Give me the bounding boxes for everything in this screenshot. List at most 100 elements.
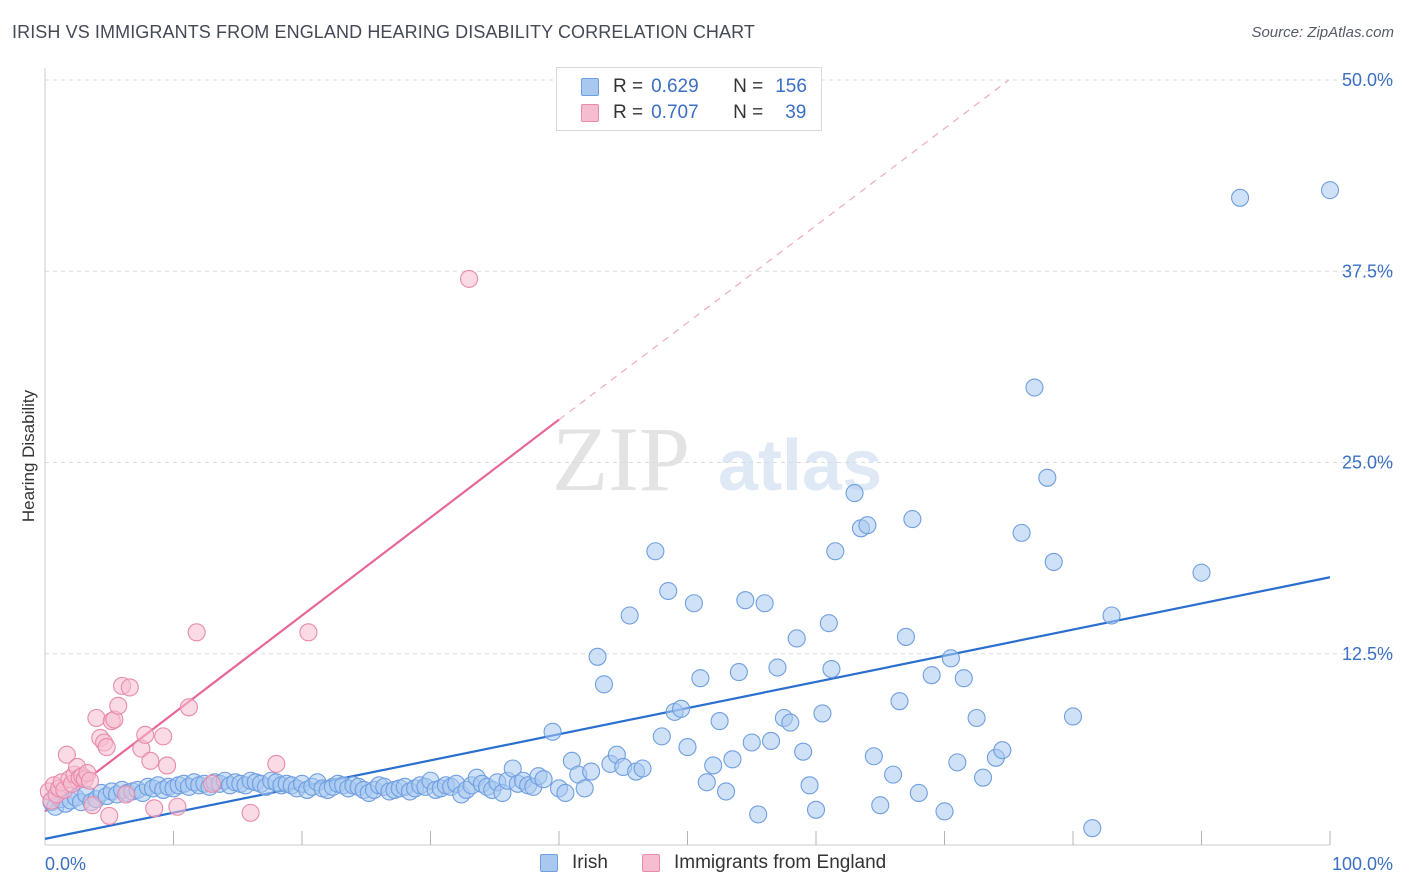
point-irish [1025,378,1044,397]
y-axis-label: Hearing Disability [19,389,38,522]
legend-swatch-england [642,854,660,872]
point-irish [806,800,826,819]
point-irish [794,742,813,761]
n-value: 39 [785,102,807,123]
point-england [141,751,160,770]
point-irish [967,708,986,728]
point-irish [864,747,883,766]
point-irish [922,666,941,685]
point-irish [787,629,806,648]
point-irish [813,704,832,723]
point-irish [973,768,993,787]
point-irish [1012,523,1031,542]
point-england [203,774,222,793]
point-irish [1231,188,1250,207]
x-tick-label: 100.0% [1332,854,1393,874]
point-irish [620,606,639,625]
point-irish [845,484,864,503]
point-irish [755,594,774,613]
point-irish [1038,468,1057,487]
r-value: 0.707 [651,102,699,123]
point-irish [697,773,716,792]
point-irish [633,759,652,778]
point-england [145,799,164,818]
legend-swatch-england [581,104,599,122]
tick-labels: 12.5% 25.0% 37.5% 50.0% 0.0% 100.0% [45,70,1393,874]
n-value: 156 [775,76,807,97]
point-irish [749,805,768,824]
point-irish [684,594,703,613]
point-irish [704,756,723,775]
legend-label-england: Immigrants from England [674,852,887,873]
point-irish [729,663,748,682]
n-label: N = [733,102,764,123]
point-irish [884,765,903,784]
point-irish [1063,707,1083,726]
y-tick-label: 25.0% [1342,453,1393,473]
point-irish [948,753,967,772]
r-label: R = [613,76,644,97]
point-irish [1102,606,1121,625]
point-england [109,696,128,715]
point-england [241,803,260,822]
point-irish [761,731,781,751]
axes [44,68,1331,846]
point-england [299,623,318,642]
legend-swatch-irish [540,854,558,872]
point-irish [678,738,697,757]
point-england [100,806,119,825]
point-england [154,727,173,746]
point-irish [588,647,607,666]
point-irish [659,581,678,601]
point-irish [768,658,787,677]
point-irish [909,783,928,803]
point-irish [800,776,819,795]
legend-item-england: Immigrants from England [642,852,886,874]
point-irish [723,750,742,769]
regression-extension-england [558,79,1010,421]
point-england [87,708,106,728]
point-irish [716,782,736,801]
point-irish [556,783,575,803]
point-irish [822,659,841,679]
point-england [267,754,286,773]
legend-row-irish: R = 0.629 N = 156 [581,75,807,99]
x-tick-label: 0.0% [45,854,86,874]
watermark-zip: ZIP [552,408,690,510]
point-irish [575,779,594,798]
point-irish [736,591,755,610]
point-england [57,745,76,764]
point-irish [871,796,890,815]
source-label: Source: ZipAtlas.com [1251,24,1394,41]
y-tick-label: 37.5% [1342,261,1393,281]
point-irish [543,722,562,741]
r-label: R = [613,102,644,123]
point-england [120,678,139,697]
legend-item-irish: Irish [540,852,608,874]
point-england [158,756,177,775]
r-value: 0.629 [651,76,699,97]
gridlines [45,79,1395,655]
point-irish [896,627,916,646]
legend-row-england: R = 0.707 N = 39 [581,101,806,125]
point-england [179,698,198,717]
point-irish [935,802,954,821]
legend-stats: R = 0.629 N = 156 R = 0.707 N = 39 [556,67,822,131]
y-tick-label: 50.0% [1342,70,1393,90]
point-england [459,269,479,288]
point-england [80,771,100,790]
point-irish [1083,819,1102,838]
point-england [83,796,102,815]
point-irish [941,649,960,668]
point-irish [826,542,845,561]
point-irish [534,770,553,789]
data-points [39,181,1340,838]
point-irish [781,713,800,732]
point-england [136,725,155,744]
regression-line-england [44,418,560,813]
legend-label-irish: Irish [572,852,608,873]
point-irish [858,516,877,535]
point-irish [819,614,838,633]
point-irish [742,733,761,752]
